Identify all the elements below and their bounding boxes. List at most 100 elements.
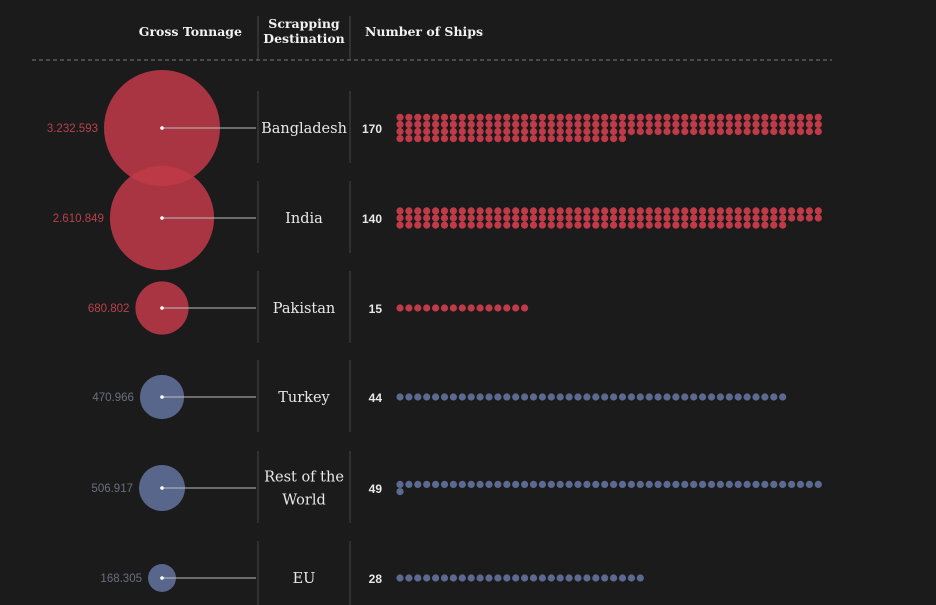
- ship-dot: [405, 221, 413, 229]
- ship-dot: [761, 221, 769, 229]
- ship-dot: [521, 214, 529, 222]
- ship-dot: [538, 574, 547, 582]
- ship-dot: [529, 221, 538, 229]
- ship-dot: [467, 221, 475, 229]
- tonnage-label: 168.305: [100, 573, 142, 585]
- ship-dot: [405, 214, 413, 222]
- ship-dot: [574, 574, 582, 582]
- ship-dot: [574, 393, 582, 401]
- tonnage-label: 2.610.849: [53, 213, 104, 225]
- ship-dot: [601, 393, 609, 401]
- ship-dot: [636, 221, 644, 229]
- ship-dot: [779, 113, 787, 121]
- ship-dot: [743, 127, 751, 136]
- ship-dot: [494, 393, 502, 401]
- ship-dot: [610, 113, 618, 121]
- ship-dot: [814, 480, 822, 488]
- ship-dot: [485, 574, 493, 582]
- ship-dot: [627, 480, 636, 488]
- ship-dot: [538, 127, 547, 136]
- ship-dot: [788, 127, 796, 136]
- ship-dot: [610, 574, 618, 582]
- ship-dot: [734, 120, 742, 128]
- ship-dot: [743, 221, 751, 229]
- ship-dot: [645, 480, 653, 488]
- ship-dot: [805, 480, 814, 488]
- ship-dot: [663, 393, 671, 401]
- ship-dot: [414, 393, 422, 401]
- ship-dot: [707, 127, 716, 136]
- ship-dot: [521, 113, 529, 121]
- ship-dot: [601, 221, 609, 229]
- ship-dot: [654, 120, 662, 128]
- ship-dot: [725, 120, 733, 128]
- ship-dot: [583, 207, 591, 215]
- ship-dot: [699, 120, 707, 128]
- ship-dot: [734, 393, 742, 401]
- ship-dot: [423, 135, 431, 143]
- ship-dot: [610, 221, 618, 229]
- ship-dot: [556, 221, 564, 229]
- ship-dot: [601, 120, 609, 128]
- ship-dot: [405, 207, 413, 215]
- ship-dot: [449, 207, 457, 215]
- ship-dot: [414, 127, 422, 136]
- ship-dot: [467, 480, 475, 488]
- ship-dot: [512, 120, 520, 128]
- ship-dot: [538, 480, 547, 488]
- ship-dot: [663, 127, 671, 136]
- ship-dot: [779, 393, 787, 401]
- ship-dot: [583, 120, 591, 128]
- ship-dot: [503, 393, 511, 401]
- ship-dot: [788, 214, 796, 222]
- ship-dot: [601, 113, 609, 121]
- ship-dot: [672, 221, 680, 229]
- ship-dot: [743, 120, 751, 128]
- ship-dot: [485, 120, 493, 128]
- ship-dot: [485, 135, 493, 143]
- ship-dot: [681, 221, 689, 229]
- ship-dot: [440, 135, 449, 143]
- ship-dot: [405, 113, 413, 121]
- ship-dot: [716, 207, 725, 215]
- ship-dot: [396, 207, 404, 215]
- ship-dot: [556, 127, 564, 136]
- ship-dot: [414, 135, 422, 143]
- ship-dot: [423, 393, 431, 401]
- ship-dot: [610, 393, 618, 401]
- ship-dot: [467, 304, 475, 312]
- ship-dot: [761, 113, 769, 121]
- ship-dot: [512, 127, 520, 136]
- ship-dot: [538, 214, 547, 222]
- ship-dot: [788, 207, 796, 215]
- ship-dot: [432, 304, 440, 312]
- ship-dot: [645, 214, 653, 222]
- ship-dot: [503, 113, 511, 121]
- destination-label: Bangladesh: [261, 121, 347, 137]
- ship-dot: [690, 120, 698, 128]
- ship-dot: [503, 207, 511, 215]
- ship-dot: [592, 120, 600, 128]
- ship-dot: [725, 127, 733, 136]
- ship-dot: [716, 393, 725, 401]
- bubble-center-dot: [160, 486, 164, 490]
- ship-dot: [761, 127, 769, 136]
- ship-dot: [574, 120, 582, 128]
- chart-rows: 3.232.593 Bangladesh 170 2.610.849 India 140 6…: [47, 70, 822, 605]
- ship-dot: [556, 480, 564, 488]
- ship-dot: [681, 113, 689, 121]
- ship-dot: [690, 127, 698, 136]
- ship-dot: [396, 304, 404, 312]
- ship-dot: [672, 120, 680, 128]
- ship-dot: [618, 214, 627, 222]
- ship-dot: [618, 113, 627, 121]
- ship-dot: [618, 221, 627, 229]
- ship-dot: [432, 127, 440, 136]
- ship-dot: [805, 127, 814, 136]
- ship-dot: [432, 113, 440, 121]
- ship-dot: [405, 304, 413, 312]
- ship-dot: [583, 574, 591, 582]
- ship-dot: [485, 214, 493, 222]
- ship-dot: [672, 207, 680, 215]
- destination-label: Rest of the: [264, 470, 344, 486]
